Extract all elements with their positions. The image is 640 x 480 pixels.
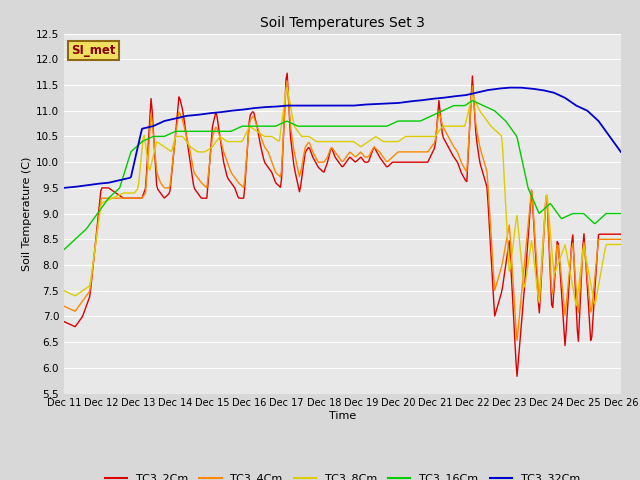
Legend: TC3_2Cm, TC3_4Cm, TC3_8Cm, TC3_16Cm, TC3_32Cm: TC3_2Cm, TC3_4Cm, TC3_8Cm, TC3_16Cm, TC3…: [100, 469, 584, 480]
Text: SI_met: SI_met: [72, 44, 116, 57]
Title: Soil Temperatures Set 3: Soil Temperatures Set 3: [260, 16, 425, 30]
Y-axis label: Soil Temperature (C): Soil Temperature (C): [22, 156, 32, 271]
X-axis label: Time: Time: [329, 411, 356, 421]
